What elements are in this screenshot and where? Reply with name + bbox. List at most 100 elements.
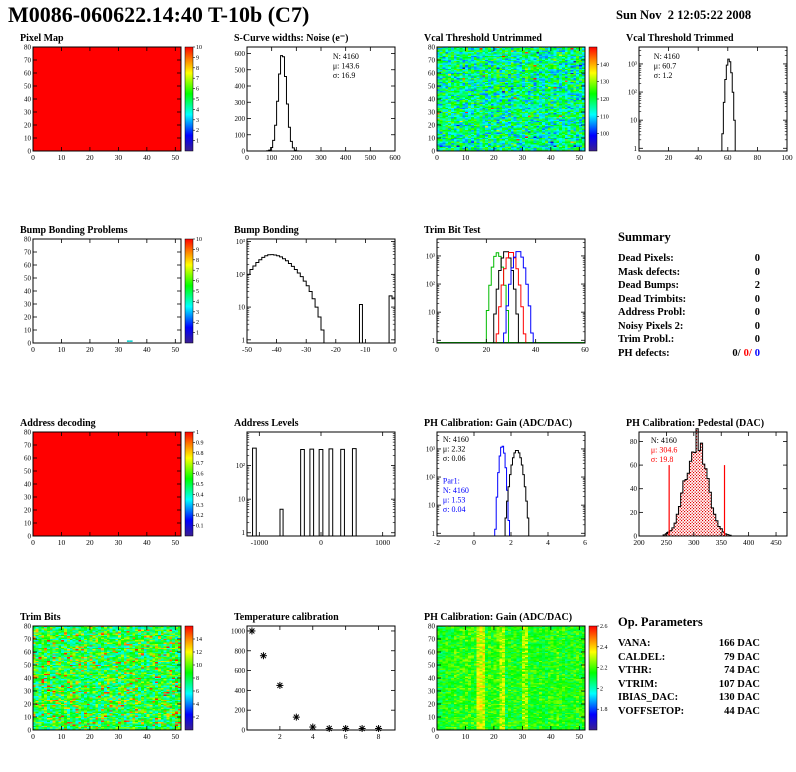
svg-text:130: 130 (600, 80, 609, 86)
axes: 0 20 40 60 1 10 10² 10³ (426, 239, 589, 354)
svg-text:1.8: 1.8 (600, 707, 608, 713)
svg-text:30: 30 (115, 153, 123, 162)
row-label: VANA: (618, 638, 651, 649)
row-label: Address Probl: (618, 307, 686, 318)
svg-text:14: 14 (196, 637, 202, 643)
svg-text:40: 40 (143, 345, 151, 354)
svg-text:0: 0 (435, 732, 439, 741)
svg-text:20: 20 (490, 732, 498, 741)
trim-bits-title: Trim Bits (20, 612, 61, 623)
panel-row: CALDEL: 79 DAC (618, 651, 760, 665)
svg-text:0: 0 (634, 533, 638, 541)
stats-line: σ: 16.9 (333, 71, 356, 80)
axes: -2 0 2 4 6 1 10 10² 10³ (426, 432, 587, 547)
stats-line: σ: 19.8 (651, 455, 674, 464)
svg-text:50: 50 (172, 345, 180, 354)
svg-text:20: 20 (24, 507, 32, 515)
svg-text:0: 0 (31, 345, 35, 354)
svg-text:600: 600 (235, 667, 246, 675)
svg-text:-2: -2 (434, 538, 440, 547)
row-value: 107 DAC (718, 678, 760, 690)
svg-text:10³: 10³ (236, 238, 245, 246)
axes: 0 10 20 30 40 50 0 10 20 30 40 50 60 70 80 (24, 429, 181, 547)
panel-row: VTHR: 74 DAC (618, 664, 760, 678)
svg-text:2: 2 (196, 320, 199, 326)
address-levels-title: Address Levels (234, 418, 299, 429)
svg-text:10: 10 (24, 135, 32, 143)
svg-text:30: 30 (115, 538, 123, 547)
svg-text:80: 80 (428, 623, 436, 631)
svg-text:4: 4 (196, 299, 199, 305)
svg-text:0: 0 (472, 538, 476, 547)
plot-frame (436, 238, 586, 344)
series (266, 55, 299, 152)
svg-text:60: 60 (724, 153, 732, 162)
svg-text:0: 0 (432, 148, 436, 156)
svg-text:0: 0 (28, 340, 32, 348)
hist-series (662, 428, 732, 536)
svg-text:30: 30 (519, 732, 527, 741)
panel-row: VOFFSETOP: 44 DAC (618, 705, 760, 719)
colorbar (184, 238, 194, 344)
svg-text:10: 10 (630, 117, 638, 125)
svg-text:50: 50 (24, 83, 32, 91)
address-decoding-plot: 0 10 20 30 40 50 0 10 20 30 40 50 60 70 80 0.1 0.2 0.3 0.4… (24, 429, 204, 548)
svg-text:60: 60 (428, 70, 436, 78)
address-decoding-map (33, 432, 181, 536)
stats-line: N: 4160 (651, 436, 677, 445)
panel-row: Address Probl: 0 (618, 306, 760, 320)
svg-text:100: 100 (235, 131, 246, 139)
panel-row: IBIAS_DAC: 130 DAC (618, 691, 760, 705)
svg-text:-30: -30 (301, 345, 311, 354)
row-label: VTRIM: (618, 678, 658, 690)
scatter-points (248, 627, 383, 733)
vcal-untrimmed-title: Vcal Threshold Untrimmed (424, 33, 542, 44)
svg-text:110: 110 (600, 114, 609, 120)
svg-text:0: 0 (28, 533, 32, 541)
svg-text:500: 500 (365, 153, 377, 162)
chart-cell-ph-gain-map: PH Calibration: Gain (ADC/DAC) 0 10 20 30 40 5… (410, 612, 610, 762)
svg-text:0: 0 (435, 153, 439, 162)
svg-text:40: 40 (547, 153, 555, 162)
colorbar (184, 46, 194, 152)
series (437, 251, 585, 344)
svg-text:50: 50 (24, 275, 32, 283)
summary-title: Summary (618, 230, 671, 244)
row-value: 0 (754, 307, 760, 318)
stats-line: μ: 143.6 (333, 62, 360, 71)
svg-text:0.1: 0.1 (196, 524, 204, 530)
series (246, 254, 396, 343)
row-label: VTHR: (618, 665, 652, 676)
svg-text:10²: 10² (426, 281, 435, 289)
series (639, 428, 789, 536)
svg-text:50: 50 (576, 732, 584, 741)
svg-text:0: 0 (435, 345, 439, 354)
row-value: 2 (754, 280, 760, 291)
row-value: 0/ (732, 347, 741, 359)
pixel-map-map (33, 47, 181, 151)
svg-text:60: 60 (24, 262, 32, 270)
svg-text:6: 6 (196, 689, 199, 695)
svg-text:50: 50 (172, 538, 180, 547)
svg-text:1: 1 (196, 139, 199, 145)
plot-frame (436, 46, 586, 152)
svg-text:50: 50 (172, 732, 180, 741)
svg-text:30: 30 (115, 732, 123, 741)
stats-line: σ: 0.04 (443, 505, 466, 514)
axes: -50 -40 -30 -20 -10 0 1 10 10² 10³ (236, 238, 397, 354)
svg-text:80: 80 (24, 429, 32, 437)
bump-problems-map (33, 239, 181, 343)
colorbar (588, 625, 598, 731)
chart-cell-vcal-trimmed: Vcal Threshold Trimmed 0 20 40 60 80 100 1 10 10²… (612, 33, 796, 183)
address-decoding-title: Address decoding (20, 418, 96, 429)
svg-text:7: 7 (196, 268, 199, 274)
svg-text:2.4: 2.4 (600, 645, 608, 651)
svg-text:2.6: 2.6 (600, 624, 608, 630)
page-title: M0086-060622.14:40 T-10b (C7) (8, 2, 310, 27)
svg-text:10: 10 (196, 663, 202, 669)
series (494, 445, 531, 537)
svg-text:20: 20 (483, 345, 491, 354)
plot-frame (32, 431, 182, 537)
svg-text:10³: 10³ (426, 252, 435, 260)
svg-text:0: 0 (28, 148, 32, 156)
